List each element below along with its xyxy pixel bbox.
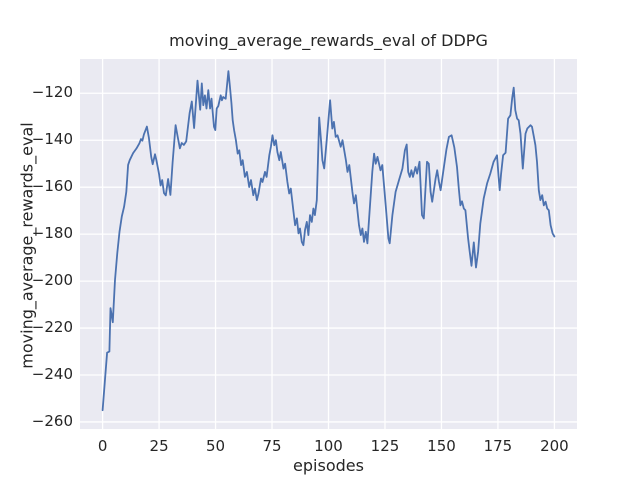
- x-tick-label: 50: [205, 437, 226, 455]
- y-tick-label: −220: [31, 318, 73, 336]
- x-tick-label: 0: [97, 437, 108, 455]
- y-tick-label: −120: [31, 83, 73, 102]
- y-tick-label: −160: [31, 177, 73, 196]
- x-tick-label: 175: [483, 437, 513, 455]
- y-tick-label: −200: [31, 271, 73, 290]
- x-tick-label: 150: [427, 437, 456, 455]
- x-tick-label: 125: [370, 437, 400, 455]
- x-tick-label: 100: [314, 437, 343, 455]
- y-tick-label: −260: [31, 412, 73, 430]
- y-tick-label: −180: [31, 224, 73, 243]
- y-tick-label: −140: [31, 130, 73, 149]
- chart-title: moving_average_rewards_eval of DDPG: [169, 31, 488, 50]
- x-tick-label: 75: [262, 437, 282, 455]
- reward-line: [101, 70, 556, 412]
- x-axis-label: episodes: [293, 456, 364, 475]
- x-tick-label: 200: [540, 437, 569, 455]
- y-tick-label: −240: [31, 365, 73, 383]
- x-tick-label: 25: [149, 437, 169, 455]
